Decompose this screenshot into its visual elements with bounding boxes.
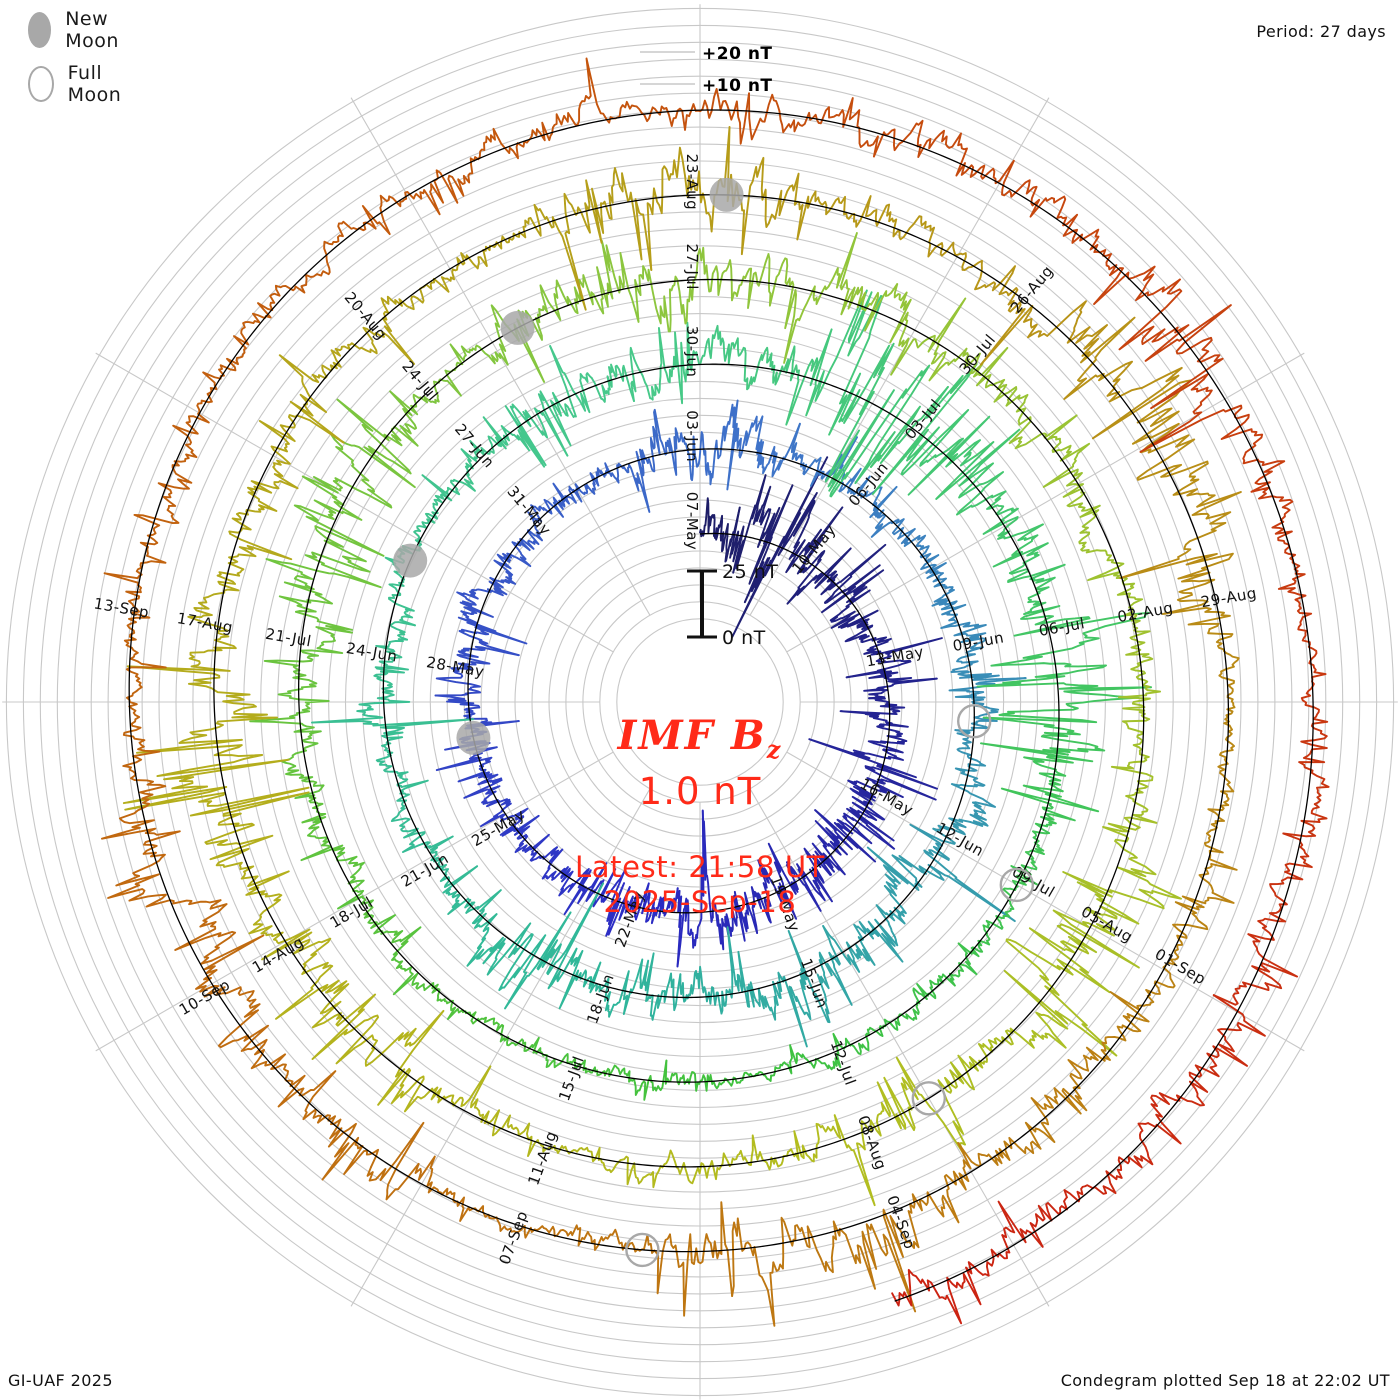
quantity-title: IMF Bz [440, 712, 960, 764]
credit-label: GI-UAF 2025 [8, 1371, 113, 1390]
spiral-date-label: 09-Jun [951, 628, 1005, 655]
spiral-date-label: 07-May [683, 492, 701, 551]
ring-tick-leaders [640, 51, 695, 85]
spiral-date-label: 17-Aug [176, 609, 235, 637]
spiral-date-label: 21-Jul [264, 625, 313, 651]
moon-markers [393, 177, 1034, 1268]
full-moon-marker [625, 1232, 660, 1268]
spiral-date-label: 30-Jun [683, 326, 701, 378]
center-readout: IMF Bz 1.0 nT [440, 712, 960, 813]
new-moon-marker [456, 720, 491, 755]
polar-grid [2, 4, 1398, 1400]
full-moon-marker [911, 1081, 946, 1116]
legend-label-full-moon: Full Moon [67, 62, 122, 106]
quantity-subscript: z [766, 735, 783, 764]
spiral-date-label: 27-Jul [683, 243, 701, 289]
scale-bar-icon [687, 569, 717, 639]
scale-label-bottom: 0 nT [722, 627, 766, 649]
latest-time: Latest: 21:58 UT [575, 850, 825, 884]
ring-label-plus20: +20 nT [702, 44, 773, 64]
new-moon-marker [393, 543, 428, 578]
new-moon-marker [500, 310, 535, 345]
new-moon-marker [709, 177, 744, 212]
full-moon-icon [28, 66, 54, 102]
period-label: Period: 27 days [1256, 22, 1386, 41]
legend-item-new-moon: New Moon [28, 8, 132, 52]
full-moon-marker [957, 704, 992, 739]
spiral-date-label: 12-Jul [827, 1038, 860, 1088]
spiral-date-label: 03-Jun [683, 410, 701, 462]
spiral-date-label: 20-Aug [341, 289, 391, 344]
amplitude-scale-bar: 25 nT 0 nT [660, 560, 860, 660]
quantity-name: IMF B [617, 712, 767, 759]
ring-label-plus10: +10 nT [702, 76, 773, 96]
spiral-date-label: 13-Sep [92, 594, 150, 621]
full-moon-marker [999, 867, 1034, 903]
latest-readout: Latest: 21:58 UT 2025-Sep-18 [440, 850, 960, 921]
spiral-baselines [128, 109, 1314, 1302]
new-moon-icon [28, 12, 52, 48]
legend-item-full-moon: Full Moon [28, 62, 132, 106]
spiral-date-label: 24-Jun [345, 639, 399, 666]
spiral-date-label: 23-Aug [683, 154, 701, 210]
legend-label-new-moon: New Moon [65, 8, 119, 52]
scale-label-top: 25 nT [722, 561, 779, 583]
latest-date: 2025-Sep-18 [603, 885, 797, 920]
bz-traces [101, 57, 1330, 1327]
amplitude-value: 1.0 nT [638, 770, 762, 813]
plotted-timestamp: Condegram plotted Sep 18 at 22:02 UT [1060, 1371, 1390, 1390]
